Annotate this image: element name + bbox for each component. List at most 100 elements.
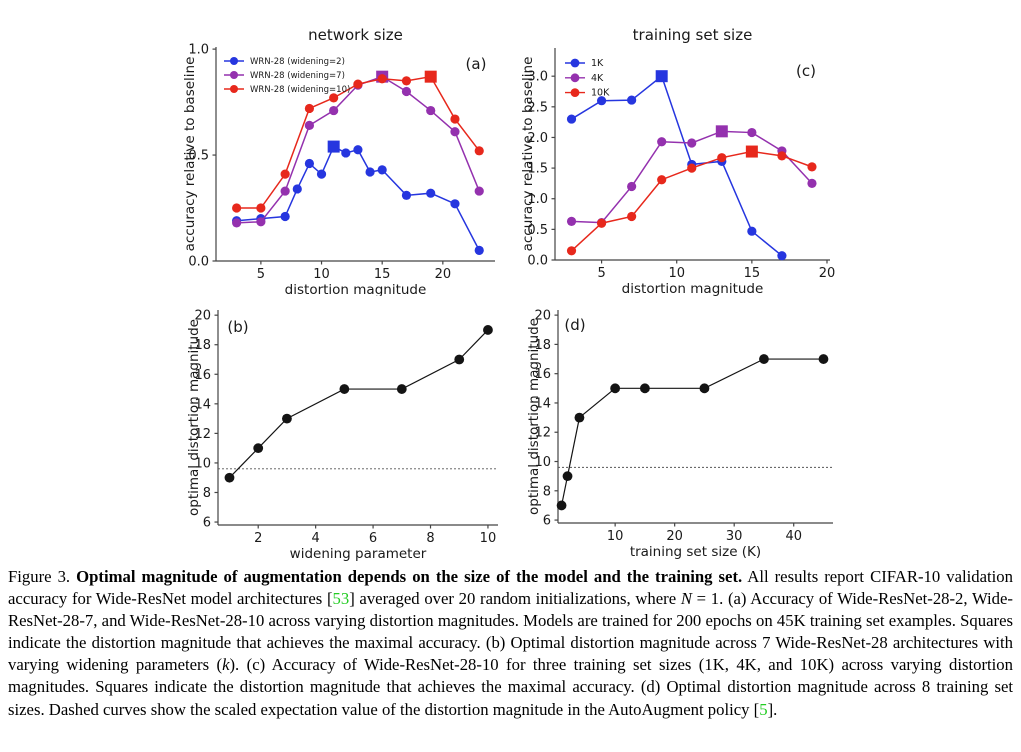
- legend-marker-icon: [570, 58, 580, 68]
- y-tick-label: 0.5: [527, 223, 548, 238]
- data-point-marker: [596, 96, 607, 106]
- data-point-marker: [377, 165, 387, 175]
- data-point-marker: [474, 146, 484, 156]
- panel-a-legend: WRN-28 (widening=2) WRN-28 (widening=7) WR…: [224, 57, 350, 95]
- data-point-marker: [280, 169, 290, 179]
- x-tick-label: 10: [480, 531, 497, 546]
- legend-label: WRN-28 (widening=10): [250, 85, 350, 95]
- x-tick-label: 4: [312, 531, 320, 546]
- panel-b-ylabel: optimal distortion magnitude: [186, 319, 202, 516]
- panel-a-axes: 5 10 15 20 0.0 0.5 1.0: [188, 43, 495, 282]
- y-tick-label: 2.5: [527, 100, 548, 115]
- data-point-marker: [699, 383, 710, 394]
- panel-b-annotation: (b): [227, 318, 248, 336]
- y-tick-label: 6: [543, 514, 551, 529]
- y-tick-label: 12: [534, 426, 551, 441]
- panel-a-chart: 5 10 15 20 0.0 0.5 1.0 network size (a) distortio…: [182, 26, 495, 296]
- legend-marker-icon: [230, 57, 238, 65]
- data-point-marker: [256, 203, 266, 213]
- data-point-marker: [807, 162, 817, 172]
- data-point-marker: [329, 105, 339, 116]
- x-tick-label: 5: [597, 266, 605, 281]
- data-point-marker: [777, 151, 787, 161]
- panel-a-annotation: (a): [466, 55, 487, 73]
- y-tick-label: 0.0: [527, 254, 548, 269]
- data-point-marker: [483, 325, 493, 335]
- data-point-marker: [339, 384, 350, 394]
- data-point-marker: [687, 163, 697, 173]
- data-point-marker: [566, 216, 577, 226]
- best-magnitude-square-marker: [424, 70, 437, 83]
- figure-caption: Figure 3. Optimal magnitude of augmentat…: [8, 566, 1013, 721]
- y-tick-label: 0.5: [188, 149, 209, 164]
- x-tick-label: 20: [666, 529, 683, 544]
- x-tick-label: 15: [744, 266, 761, 281]
- y-tick-label: 1.5: [527, 162, 548, 177]
- data-point-marker: [232, 218, 242, 228]
- panel-a-title: network size: [308, 26, 403, 44]
- x-tick-label: 8: [426, 531, 434, 546]
- citation-link[interactable]: 53: [332, 589, 350, 609]
- x-tick-label: 30: [726, 529, 743, 544]
- data-point-marker: [574, 412, 585, 423]
- data-point-marker: [232, 203, 242, 213]
- y-tick-label: 0.0: [188, 255, 209, 270]
- panel-c-series-10k: [566, 145, 817, 256]
- x-tick-label: 40: [785, 529, 802, 544]
- data-point-marker: [401, 86, 412, 97]
- data-point-marker: [401, 190, 412, 200]
- caption-text-segment: All results report CIFAR-10 validation a…: [8, 567, 1013, 609]
- x-tick-label: 15: [374, 267, 391, 282]
- y-tick-label: 12: [194, 427, 211, 442]
- data-point-marker: [566, 246, 577, 256]
- data-point-marker: [329, 93, 339, 103]
- citation-link[interactable]: 5: [759, 699, 768, 719]
- y-tick-label: 18: [534, 338, 551, 353]
- panel-c-ylabel: accuracy relative to baseline: [520, 57, 536, 252]
- x-tick-label: 10: [313, 267, 330, 282]
- panel-c-legend: 1K 4K 10K: [565, 58, 610, 99]
- x-tick-label: 5: [257, 267, 265, 282]
- caption-text-segment: ].: [767, 699, 778, 719]
- y-tick-label: 20: [194, 309, 211, 324]
- x-tick-label: 10: [607, 529, 624, 544]
- caption-text-segment: Figure 3.: [8, 567, 77, 586]
- y-tick-label: 16: [534, 367, 551, 382]
- x-tick-label: 20: [435, 267, 452, 282]
- x-tick-label: 6: [369, 531, 377, 546]
- best-magnitude-square-marker: [715, 125, 728, 138]
- y-tick-label: 6: [203, 516, 211, 531]
- data-point-marker: [341, 148, 351, 158]
- panel-a-ylabel: accuracy relative to baseline: [182, 57, 198, 252]
- panel-d-series-optimal-distortion-magnitude: [556, 354, 829, 511]
- panel-d-chart: 10 20 30 40 6 8 10 12 14 16 18 20 (d) training set si…: [526, 309, 833, 560]
- data-point-marker: [256, 217, 266, 227]
- panel-d-ylabel: optimal distortion magnitude: [526, 318, 542, 515]
- y-tick-label: 10: [534, 455, 551, 470]
- panel-c-axes: 5 10 15 20 0.0 0.5 1.0 1.5 2.0 2.5 3.0: [527, 48, 835, 281]
- data-point-marker: [316, 169, 327, 179]
- y-tick-label: 16: [194, 368, 211, 383]
- data-point-marker: [253, 443, 264, 454]
- panel-c-xlabel: distortion magnitude: [622, 281, 764, 296]
- y-tick-label: 1.0: [188, 43, 209, 58]
- data-point-marker: [717, 153, 727, 163]
- panel-a-xlabel: distortion magnitude: [285, 282, 427, 296]
- best-magnitude-square-marker: [655, 70, 668, 83]
- legend-label: WRN-28 (widening=2): [250, 57, 345, 67]
- data-point-marker: [280, 211, 290, 222]
- data-point-marker: [304, 120, 315, 130]
- caption-text-segment: = 1. (a) Accuracy of Wide-ResNet-28-2, W…: [8, 589, 1013, 675]
- panel-d-axes: 10 20 30 40 6 8 10 12 14 16 18 20: [534, 309, 833, 544]
- data-point-marker: [450, 127, 460, 137]
- data-point-marker: [401, 76, 412, 86]
- data-point-marker: [627, 95, 637, 105]
- panel-c-series-1k: [566, 70, 787, 261]
- data-point-marker: [454, 354, 465, 365]
- panel-d-annotation: (d): [564, 316, 585, 334]
- data-point-marker: [280, 186, 290, 196]
- data-point-marker: [426, 105, 436, 116]
- y-tick-label: 20: [534, 309, 551, 324]
- data-point-marker: [610, 383, 621, 394]
